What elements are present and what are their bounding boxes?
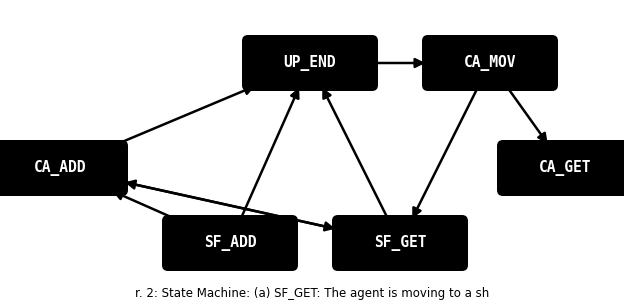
FancyArrowPatch shape	[115, 87, 253, 145]
FancyArrowPatch shape	[127, 181, 335, 229]
FancyBboxPatch shape	[422, 35, 558, 91]
FancyArrowPatch shape	[375, 59, 422, 67]
FancyArrowPatch shape	[125, 182, 333, 230]
Text: r. 2: State Machine: (a) SF_GET: The agent is moving to a sh: r. 2: State Machine: (a) SF_GET: The age…	[135, 287, 489, 300]
FancyBboxPatch shape	[0, 140, 128, 196]
FancyBboxPatch shape	[242, 35, 378, 91]
FancyBboxPatch shape	[162, 215, 298, 271]
FancyArrowPatch shape	[115, 192, 178, 220]
FancyBboxPatch shape	[497, 140, 624, 196]
Text: CA_MOV: CA_MOV	[464, 55, 516, 71]
FancyArrowPatch shape	[414, 88, 478, 216]
FancyArrowPatch shape	[507, 87, 546, 141]
Text: UP_END: UP_END	[284, 55, 336, 71]
Text: SF_GET: SF_GET	[374, 235, 426, 251]
Text: SF_ADD: SF_ADD	[204, 235, 256, 251]
Text: CA_GET: CA_GET	[539, 160, 592, 176]
Text: CA_ADD: CA_ADD	[34, 160, 86, 176]
FancyArrowPatch shape	[241, 90, 298, 218]
FancyArrowPatch shape	[323, 90, 388, 218]
FancyBboxPatch shape	[332, 215, 468, 271]
